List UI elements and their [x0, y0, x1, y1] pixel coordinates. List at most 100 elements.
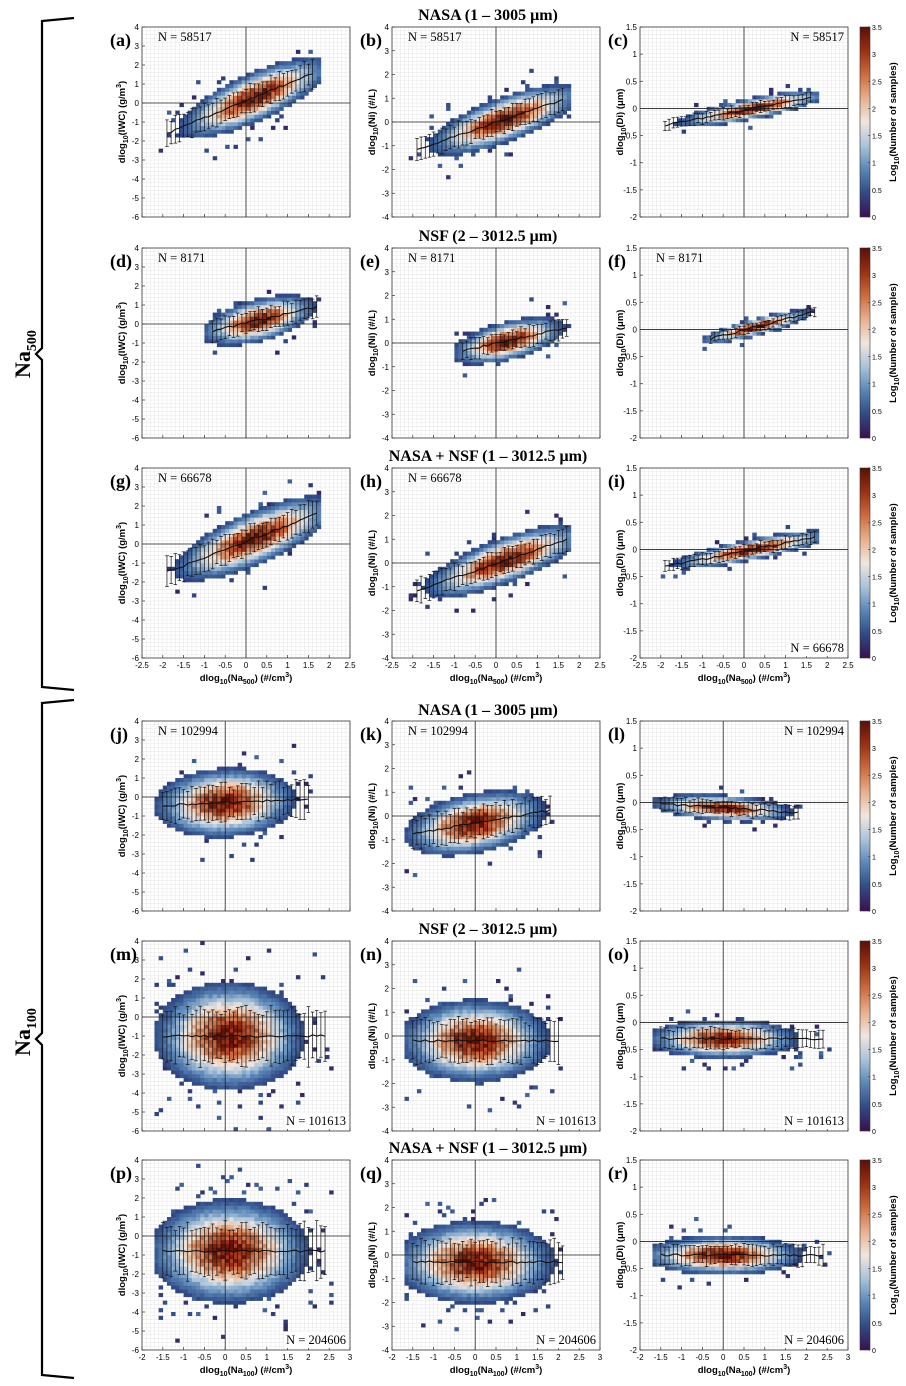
heatmap-cell [300, 532, 305, 537]
heatmap-cell [550, 114, 555, 119]
heatmap-cell [416, 152, 422, 157]
heatmap-cell [154, 804, 159, 809]
heatmap-cell [279, 521, 284, 526]
heatmap-cell [529, 129, 534, 134]
heatmap-cell [773, 540, 778, 545]
y-tick-label: 1 [385, 535, 390, 544]
heatmap-cell [744, 114, 749, 119]
heatmap-cell [491, 354, 497, 359]
heatmap-cell [500, 350, 505, 355]
heatmap-cell [558, 544, 563, 549]
heatmap-cell [756, 331, 761, 336]
heatmap-cell [270, 532, 276, 537]
heatmap-cell [191, 114, 197, 119]
heatmap-cell [254, 312, 259, 317]
heatmap-cell [241, 84, 247, 89]
heatmap-cell [562, 528, 568, 533]
heatmap-cell [446, 589, 451, 594]
heatmap-cell [291, 99, 297, 104]
heatmap-cell [768, 540, 774, 545]
heatmap-cell [204, 327, 209, 332]
heatmap-cell [283, 324, 288, 329]
heatmap-cell [541, 343, 547, 348]
heatmap-cell [212, 106, 218, 111]
heatmap-cell [246, 324, 251, 329]
heatmap-cell [723, 339, 728, 344]
heatmap-cell [702, 559, 707, 564]
heatmap-cell [216, 555, 222, 560]
heatmap-cell [500, 103, 505, 108]
heatmap-cell [200, 103, 205, 108]
heatmap-cell [545, 555, 551, 560]
heatmap-cell [785, 316, 791, 321]
heatmap-cell [266, 335, 272, 340]
heatmap-cell [562, 547, 568, 552]
heatmap-cell [196, 551, 201, 556]
heatmap-cell [496, 125, 501, 130]
heatmap-cell [525, 95, 530, 100]
heatmap-cell [275, 84, 280, 89]
heatmap-cell [458, 582, 464, 587]
heatmap-cell [429, 578, 434, 583]
heatmap-cell [719, 555, 724, 560]
heatmap-cell [279, 509, 284, 514]
heatmap-cell [508, 593, 513, 598]
heatmap-cell [191, 804, 197, 809]
heatmap-cell [491, 532, 497, 537]
heatmap-cell [475, 106, 480, 111]
heatmap-cell [512, 566, 518, 571]
heatmap-cell [525, 335, 530, 340]
mean-line [710, 311, 815, 341]
heatmap-cell [270, 547, 276, 552]
heatmap-cell [710, 106, 716, 111]
heatmap-cell [504, 152, 509, 157]
heatmap-cell [541, 91, 547, 96]
y-tick-label: -2 [630, 654, 638, 663]
heatmap-cell [516, 103, 522, 108]
heatmap-cell [529, 339, 534, 344]
heatmap-cell [516, 335, 522, 340]
heatmap-cell [496, 362, 501, 367]
heatmap-cell [450, 559, 455, 564]
heatmap-cell [487, 547, 493, 552]
heatmap-cell [287, 498, 293, 503]
heatmap-cell [748, 114, 753, 119]
heatmap-cell [525, 91, 530, 96]
heatmap-cell [714, 555, 720, 560]
heatmap-cell [735, 555, 741, 560]
heatmap-cell [512, 574, 518, 579]
heatmap-cell [466, 358, 472, 363]
heatmap-cell [191, 578, 197, 583]
panel-f: -2-1.5-1-0.500.511.5(f) N = 8171 [608, 244, 849, 443]
heatmap-cell [291, 91, 297, 96]
heatmap-cell [208, 536, 214, 541]
heatmap-cell [275, 502, 280, 507]
heatmap-cell [266, 320, 272, 325]
heatmap-cell [541, 95, 547, 100]
heatmap-cell [229, 110, 234, 115]
heatmap-cell [250, 513, 255, 518]
heatmap-cell [525, 528, 530, 533]
heatmap-cell [283, 308, 288, 313]
heatmap-cell [760, 103, 766, 108]
heatmap-cell [525, 532, 530, 537]
heatmap-cell [291, 301, 297, 306]
heatmap-cell [739, 540, 745, 545]
heatmap-cell [262, 327, 268, 332]
heatmap-cell [183, 781, 189, 786]
mean-line [416, 538, 567, 592]
panel-i: -2-1.5-1-0.500.511.5-2.5 -2 -1.5 -1 -0.5 0 0.5… [608, 464, 854, 670]
heatmap-cell [562, 551, 568, 556]
heatmap-cell [233, 106, 238, 111]
heatmap-cell [525, 509, 530, 514]
heatmap-cell [237, 320, 243, 325]
heatmap-cell [558, 99, 563, 104]
heatmap-cell [458, 339, 464, 344]
heatmap-cell [516, 129, 522, 134]
heatmap-cell [466, 574, 472, 579]
heatmap-cell [187, 800, 193, 805]
heatmap-cell [279, 99, 284, 104]
heatmap-cell [554, 84, 559, 89]
heatmap-cell [216, 125, 222, 130]
